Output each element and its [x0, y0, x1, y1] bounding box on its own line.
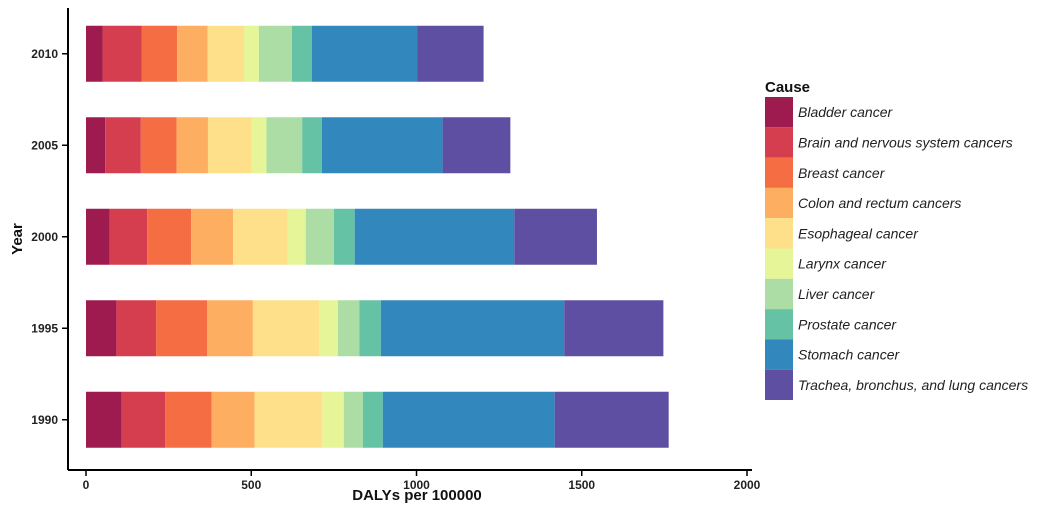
- legend-label-5: Esophageal cancer: [798, 225, 919, 241]
- x-tick-label-1000: 1000: [403, 478, 430, 492]
- y-tick-label-2005: 2005: [31, 138, 58, 152]
- bar-segment-2005-3: [140, 117, 177, 174]
- x-tick-label-500: 500: [241, 478, 261, 492]
- bar-segment-2010-8: [291, 25, 312, 82]
- bar-segment-2000-2: [109, 208, 148, 265]
- legend-items: Bladder cancer Brain and nervous system c…: [765, 97, 1028, 400]
- bar-segment-2010-2: [102, 25, 142, 82]
- bar-segment-2010-3: [141, 25, 178, 82]
- legend-label-8: Prostate cancer: [798, 316, 897, 332]
- bar-segment-1995-7: [337, 300, 360, 357]
- bars-layer: [86, 25, 669, 448]
- legend-swatch-3: [765, 157, 793, 188]
- bar-segment-1990-10: [554, 391, 669, 448]
- bar-segment-1995-2: [116, 300, 157, 357]
- bar-segment-1990-4: [211, 391, 255, 448]
- bar-segment-2005-9: [321, 117, 443, 174]
- bar-segment-1990-9: [382, 391, 555, 448]
- legend-swatch-9: [765, 339, 793, 370]
- y-tick-label-1990: 1990: [31, 413, 58, 427]
- bar-segment-2000-10: [514, 208, 597, 265]
- bar-segment-1995-5: [252, 300, 319, 357]
- bar-segment-1990-7: [343, 391, 363, 448]
- bar-segment-2005-8: [302, 117, 322, 174]
- legend-swatch-10: [765, 369, 793, 400]
- bar-segment-1990-6: [322, 391, 344, 448]
- legend-swatch-2: [765, 127, 793, 158]
- bar-segment-2000-1: [86, 208, 110, 265]
- bar-segment-2010-9: [311, 25, 418, 82]
- legend-label-1: Bladder cancer: [798, 104, 894, 120]
- legend-label-7: Liver cancer: [798, 286, 876, 302]
- bar-segment-1995-3: [156, 300, 208, 357]
- bar-segment-2005-6: [251, 117, 267, 174]
- legend-swatch-5: [765, 218, 793, 249]
- legend-swatch-7: [765, 278, 793, 310]
- legend-label-2: Brain and nervous system cancers: [798, 134, 1013, 150]
- bar-segment-1995-10: [564, 300, 664, 357]
- legend-label-3: Breast cancer: [798, 165, 886, 181]
- bar-segment-2005-2: [105, 117, 141, 174]
- y-tick-label-2000: 2000: [31, 230, 58, 244]
- bar-segment-2010-7: [258, 25, 292, 82]
- bar-segment-1995-9: [380, 300, 565, 357]
- bar-segment-2010-6: [243, 25, 259, 82]
- bar-segment-1995-4: [207, 300, 253, 357]
- x-axis-ticks: 0 500 1000 1500 2000: [83, 470, 761, 492]
- x-tick-label-2000: 2000: [734, 478, 761, 492]
- bar-segment-2005-5: [207, 117, 252, 174]
- bar-segment-1990-2: [121, 391, 166, 448]
- bar-segment-2000-5: [233, 208, 288, 265]
- bar-segment-1995-1: [86, 300, 117, 357]
- legend-label-6: Larynx cancer: [798, 256, 887, 272]
- x-tick-label-1500: 1500: [568, 478, 595, 492]
- bar-segment-2005-7: [266, 117, 303, 174]
- bar-segment-1990-3: [165, 391, 212, 448]
- bar-segment-2000-6: [287, 208, 306, 265]
- legend-title: Cause: [765, 79, 810, 96]
- bar-segment-1990-1: [86, 391, 122, 448]
- legend-label-10: Trachea, bronchus, and lung cancers: [798, 377, 1028, 393]
- legend-swatch-6: [765, 248, 793, 279]
- legend: Cause Bladder cancer Brain and nervous sy…: [765, 79, 1028, 400]
- bar-segment-2010-1: [86, 25, 103, 82]
- bar-segment-2005-10: [442, 117, 511, 174]
- bar-segment-2010-10: [417, 25, 484, 82]
- y-axis-ticks: 2010 2005 2000 1995 1990: [31, 47, 68, 427]
- bar-segment-2000-4: [191, 208, 234, 265]
- legend-label-9: Stomach cancer: [798, 347, 900, 363]
- bar-segment-2000-7: [305, 208, 334, 265]
- x-tick-label-0: 0: [83, 478, 90, 492]
- y-axis-title: Year: [9, 223, 26, 255]
- y-tick-label-1995: 1995: [31, 321, 58, 335]
- legend-swatch-8: [765, 309, 793, 340]
- bar-segment-2000-8: [333, 208, 355, 265]
- bar-segment-1995-8: [359, 300, 381, 357]
- bar-segment-1990-8: [362, 391, 383, 448]
- bar-segment-2005-4: [176, 117, 208, 174]
- bar-segment-2005-1: [86, 117, 106, 174]
- bar-segment-2010-4: [177, 25, 208, 82]
- bar-segment-2010-5: [207, 25, 244, 82]
- x-axis-title: DALYs per 100000: [352, 487, 482, 504]
- bar-segment-1995-6: [319, 300, 338, 357]
- bar-segment-1990-5: [254, 391, 323, 448]
- bar-segment-2000-3: [147, 208, 192, 265]
- legend-swatch-4: [765, 187, 793, 219]
- legend-label-4: Colon and rectum cancers: [798, 195, 961, 211]
- bar-segment-2000-9: [354, 208, 515, 265]
- y-tick-label-2010: 2010: [31, 47, 58, 61]
- legend-swatch-1: [765, 97, 793, 128]
